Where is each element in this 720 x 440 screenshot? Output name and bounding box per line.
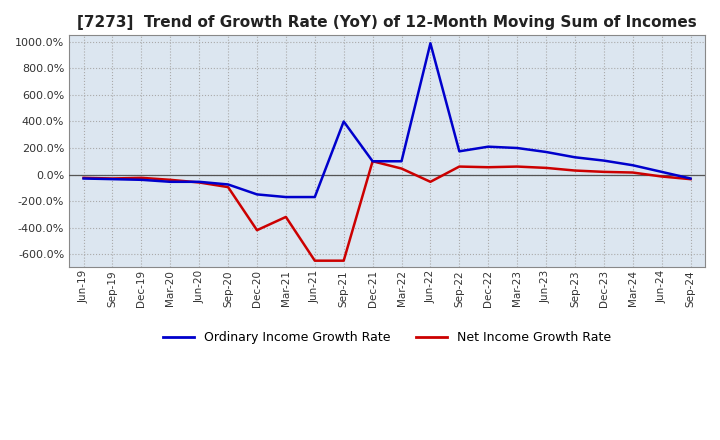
Net Income Growth Rate (137, 175, 145, 180)
Ordinary Income Growth Rate (600, 158, 608, 163)
Net Income Growth Rate (369, 159, 377, 164)
Ordinary Income Growth Rate (310, 194, 319, 200)
Net Income Growth Rate (339, 258, 348, 263)
Net Income Growth Rate (686, 176, 695, 182)
Net Income Growth Rate (657, 174, 666, 179)
Ordinary Income Growth Rate (137, 177, 145, 183)
Ordinary Income Growth Rate (513, 145, 521, 150)
Ordinary Income Growth Rate (369, 159, 377, 164)
Ordinary Income Growth Rate (224, 182, 233, 187)
Net Income Growth Rate (571, 168, 580, 173)
Ordinary Income Growth Rate (79, 176, 88, 181)
Net Income Growth Rate (224, 184, 233, 190)
Net Income Growth Rate (310, 258, 319, 263)
Net Income Growth Rate (108, 176, 117, 181)
Ordinary Income Growth Rate (426, 40, 435, 46)
Ordinary Income Growth Rate (166, 179, 174, 184)
Line: Net Income Growth Rate: Net Income Growth Rate (84, 161, 690, 260)
Net Income Growth Rate (166, 177, 174, 183)
Ordinary Income Growth Rate (571, 154, 580, 160)
Net Income Growth Rate (195, 180, 204, 185)
Ordinary Income Growth Rate (484, 144, 492, 149)
Legend: Ordinary Income Growth Rate, Net Income Growth Rate: Ordinary Income Growth Rate, Net Income … (158, 326, 616, 349)
Title: [7273]  Trend of Growth Rate (YoY) of 12-Month Moving Sum of Incomes: [7273] Trend of Growth Rate (YoY) of 12-… (77, 15, 697, 30)
Ordinary Income Growth Rate (541, 149, 550, 154)
Net Income Growth Rate (79, 175, 88, 180)
Ordinary Income Growth Rate (253, 192, 261, 197)
Line: Ordinary Income Growth Rate: Ordinary Income Growth Rate (84, 43, 690, 197)
Ordinary Income Growth Rate (657, 169, 666, 175)
Net Income Growth Rate (513, 164, 521, 169)
Ordinary Income Growth Rate (195, 179, 204, 184)
Ordinary Income Growth Rate (397, 159, 406, 164)
Net Income Growth Rate (397, 166, 406, 171)
Net Income Growth Rate (426, 179, 435, 184)
Net Income Growth Rate (484, 165, 492, 170)
Ordinary Income Growth Rate (455, 149, 464, 154)
Net Income Growth Rate (600, 169, 608, 175)
Net Income Growth Rate (455, 164, 464, 169)
Net Income Growth Rate (541, 165, 550, 171)
Ordinary Income Growth Rate (629, 163, 637, 168)
Ordinary Income Growth Rate (108, 176, 117, 182)
Net Income Growth Rate (253, 227, 261, 233)
Ordinary Income Growth Rate (339, 119, 348, 124)
Ordinary Income Growth Rate (282, 194, 290, 200)
Net Income Growth Rate (282, 214, 290, 220)
Ordinary Income Growth Rate (686, 176, 695, 181)
Net Income Growth Rate (629, 170, 637, 175)
